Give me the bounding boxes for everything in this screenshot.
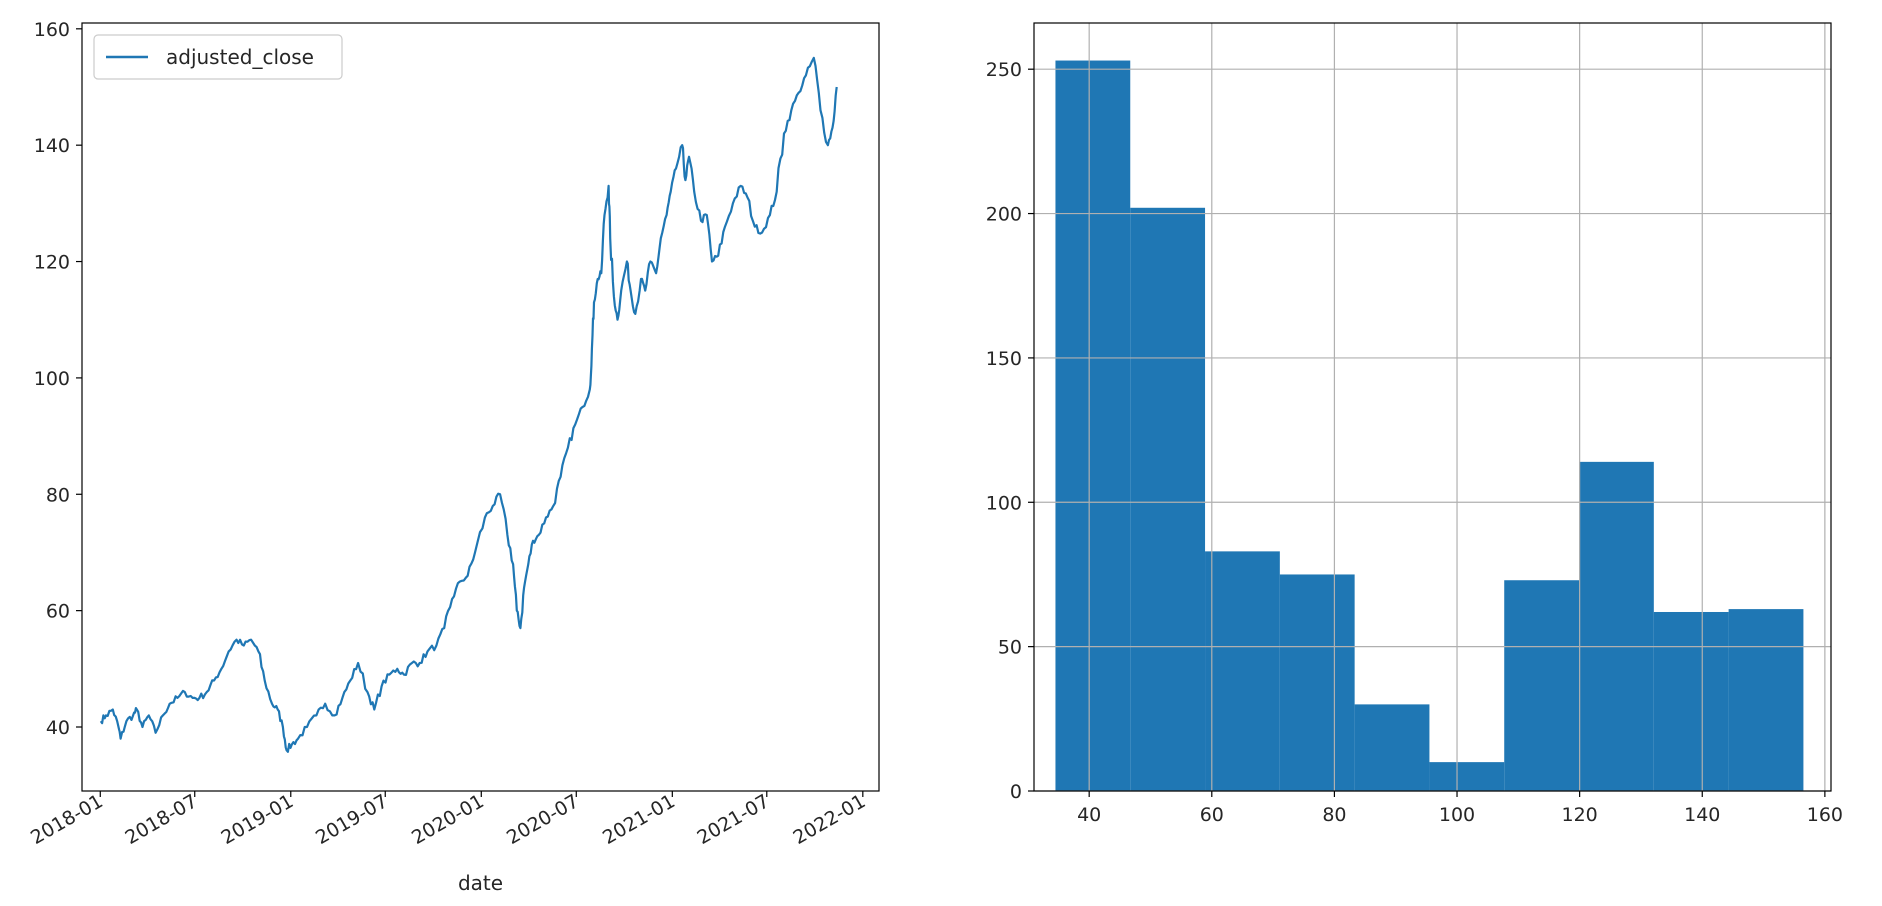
histogram-bar [1354,704,1430,791]
x-tick-label: 2018-07 [121,790,201,849]
y-tick-label: 100 [986,492,1022,514]
histogram-bar [1653,611,1729,791]
histogram-bar [1055,60,1131,792]
legend: adjusted_close [93,34,343,80]
histogram-bar [1504,580,1580,791]
y-tick-label: 100 [34,368,70,390]
y-tick-label: 0 [1010,781,1022,803]
x-tick-label: 160 [1807,804,1843,826]
x-tick-label: 40 [1077,804,1101,826]
series-line-adjusted_close [99,56,838,753]
y-tick-label: 160 [34,19,70,41]
legend-label: adjusted_close [166,45,314,69]
y-tick-label: 50 [998,637,1022,659]
y-tick-label: 140 [34,135,70,157]
histogram-bar [1728,609,1804,791]
x-tick-label: 80 [1322,804,1346,826]
x-tick-label: 2021-07 [694,790,774,849]
x-tick-label: 2019-07 [312,790,392,849]
x-tick-label: 2019-01 [218,790,298,849]
histogram-bar [1130,207,1206,791]
plot-frame [1033,22,1832,792]
y-tick-label: 150 [986,348,1022,370]
x-tick-label: 2021-01 [599,790,679,849]
y-tick-label: 80 [46,484,70,506]
plot-frame [81,22,880,792]
histogram-bar [1205,551,1280,791]
y-tick-label: 60 [46,601,70,623]
histogram-bar [1279,574,1355,791]
legend-box [93,34,343,80]
x-tick-label: 140 [1684,804,1720,826]
histogram-bar [1579,461,1654,791]
x-axis-title: date [458,871,503,895]
x-tick-label: 2020-07 [503,790,583,849]
x-tick-label: 2018-01 [27,790,107,849]
x-tick-label: 2022-01 [790,790,870,849]
y-tick-label: 200 [986,204,1022,226]
y-tick-label: 120 [34,252,70,274]
histogram-bar [1429,762,1505,791]
x-tick-label: 2020-01 [408,790,488,849]
histogram-chart: 0 50 100 150 200 250 40 60 80 100 120 140 160 [986,22,1843,826]
x-tick-label: 100 [1439,804,1475,826]
y-tick-label: 40 [46,717,70,739]
y-tick-label: 250 [986,59,1022,81]
x-tick-label: 120 [1562,804,1598,826]
x-tick-label: 60 [1200,804,1224,826]
